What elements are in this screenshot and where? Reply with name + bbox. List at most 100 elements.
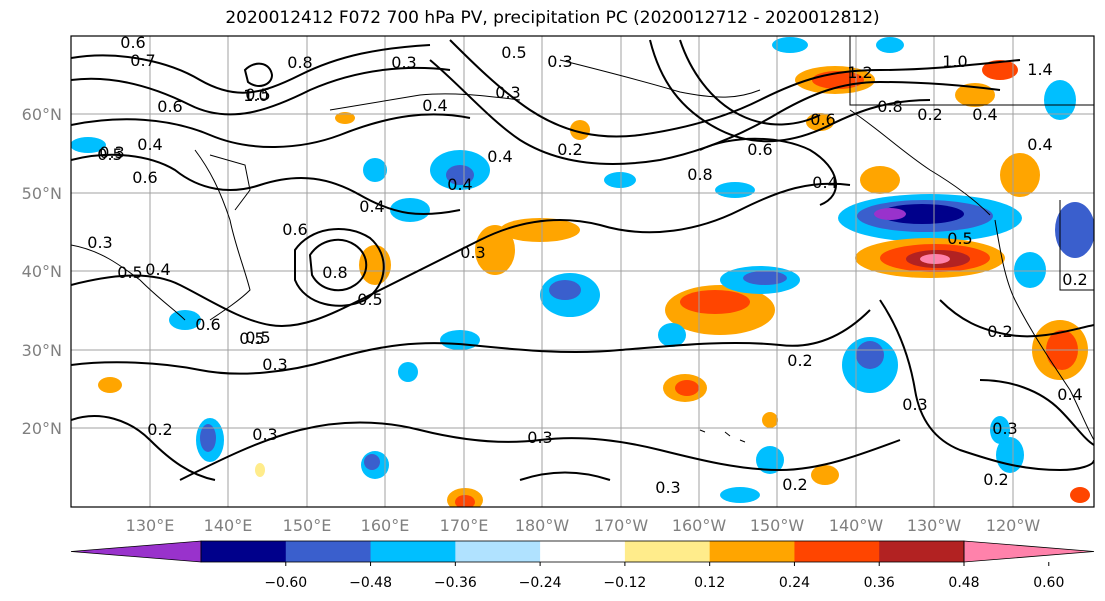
- contour-label: 0.3: [252, 425, 277, 444]
- contour-label: 0.4: [972, 105, 997, 124]
- lon-label: 120°W: [986, 516, 1041, 535]
- contour-labels: 0.60.7 0.81.00.60.50.40.60.30.50.40.30.50…: [87, 33, 1087, 497]
- contour-label: 0.2: [987, 322, 1012, 341]
- colorbar-segment: [285, 541, 372, 562]
- colorbar-tick-label: −0.24: [519, 575, 562, 591]
- colorbar-segment: [201, 541, 287, 562]
- contour-label: 0.2: [917, 105, 942, 124]
- lat-label: 40°N: [22, 262, 62, 281]
- contour-label: 1.0: [243, 86, 268, 105]
- contour-label: 0.3: [547, 52, 572, 71]
- contour-label: 0.4: [487, 147, 512, 166]
- contour-label: 0.6: [195, 315, 220, 334]
- contour-label: 0.4: [447, 175, 472, 194]
- contour-label: 0.5: [357, 290, 382, 309]
- lon-label: 140°W: [829, 516, 884, 535]
- contour-label: 0.3: [992, 419, 1017, 438]
- lon-label: 170°E: [440, 516, 489, 535]
- contour-label: 0.2: [983, 470, 1008, 489]
- contour-label: 0.6: [132, 168, 157, 187]
- contour-label: 0.4: [137, 135, 162, 154]
- map-title: 2020012412 F072 700 hPa PV, precipitatio…: [225, 8, 880, 28]
- contour-label: 0.5: [245, 85, 270, 104]
- contour-label: 0.3: [262, 355, 287, 374]
- lat-label: 60°N: [22, 105, 62, 124]
- contour-label: 0.2: [147, 420, 172, 439]
- contour-label: 0.2: [787, 351, 812, 370]
- colorbar-segment: [879, 541, 965, 562]
- colorbar-tick-label: 0.60: [1033, 575, 1064, 591]
- contour-label: 0.5: [501, 43, 526, 62]
- colorbar-tick-label: −0.60: [264, 575, 307, 591]
- contour-label: 0.6: [747, 140, 772, 159]
- longitude-labels: 130°E 140°E 150°E 160°E 170°E 180°W 170°W 160°W…: [126, 516, 1041, 535]
- pv-contours: [71, 39, 1094, 481]
- colorbar-segment: [540, 541, 626, 562]
- contour-label: 0.4: [812, 173, 837, 192]
- contour-label: 0.3: [460, 243, 485, 262]
- lat-lon-grid: [71, 36, 1094, 507]
- lon-label: 160°E: [361, 516, 410, 535]
- contour-label: 0.6: [810, 110, 835, 129]
- lat-label: 50°N: [22, 184, 62, 203]
- contour-label: 0.4: [1027, 135, 1052, 154]
- contour-label: 0.3: [87, 233, 112, 252]
- lat-label: 30°N: [22, 341, 62, 360]
- contour-label: 0.8: [877, 97, 902, 116]
- contour-label: 0.3: [655, 478, 680, 497]
- contour-label: 0.3: [527, 428, 552, 447]
- colorbar-segment: [709, 541, 795, 562]
- contour-label: 0.3: [391, 53, 416, 72]
- colorbar-tick-label: −0.48: [349, 575, 392, 591]
- colorbar-segment: [624, 541, 711, 562]
- precipitation-shading: [71, 37, 1094, 507]
- contour-label: 0.4: [145, 260, 170, 279]
- lon-label: 170°W: [594, 516, 649, 535]
- contour-label: 0.4: [1057, 385, 1082, 404]
- colorbar: −0.60 −0.48 −0.36 −0.24 −0.12 0.12 0.24 0.36 0.4…: [70, 540, 1095, 591]
- colorbar-extend-high: [963, 540, 1095, 563]
- latitude-labels: 60°N 50°N 40°N 30°N 20°N: [22, 105, 62, 438]
- contour-label: 0.8: [322, 263, 347, 282]
- contour-label: 0.3: [495, 83, 520, 102]
- colorbar-extend-low: [70, 540, 202, 563]
- lat-label: 20°N: [22, 419, 62, 438]
- lon-label: 150°W: [750, 516, 805, 535]
- colorbar-tick-label: 0.48: [948, 575, 979, 591]
- colorbar-segment: [455, 541, 541, 562]
- coastlines: [71, 36, 1094, 443]
- contour-label: 0.8: [287, 53, 312, 72]
- lon-label: 180°W: [515, 516, 570, 535]
- colorbar-tick-label: 0.12: [694, 575, 725, 591]
- colorbar-segment: [370, 541, 456, 562]
- contour-label: 1.0: [942, 52, 967, 71]
- colorbar-tick-label: −0.36: [434, 575, 477, 591]
- lon-label: 140°E: [204, 516, 253, 535]
- lon-label: 160°W: [672, 516, 727, 535]
- contour-label: 0.4: [359, 197, 384, 216]
- contour-label: 0.2: [557, 140, 582, 159]
- contour-label: 0.5: [245, 328, 270, 347]
- lon-label: 130°W: [907, 516, 962, 535]
- contour-label: 0.6: [282, 220, 307, 239]
- contour-label: 0.5: [947, 229, 972, 248]
- contour-label: 0.6: [120, 33, 145, 52]
- contour-label: 0.5: [117, 263, 142, 282]
- contour-label: 0.8: [687, 165, 712, 184]
- colorbar-tick-label: 0.36: [864, 575, 895, 591]
- contour-label: 0.4: [422, 96, 447, 115]
- contour-label: 1.2: [847, 63, 872, 82]
- contour-label: 0.5: [239, 329, 264, 348]
- colorbar-segment: [794, 541, 880, 562]
- lon-label: 150°E: [283, 516, 332, 535]
- contour-label: 1.4: [1027, 60, 1052, 79]
- lon-label: 130°E: [126, 516, 175, 535]
- contour-label: 0.3: [902, 395, 927, 414]
- contour-label: 0.2: [1062, 270, 1087, 289]
- colorbar-tick-label: −0.12: [603, 575, 646, 591]
- map-panel: 0.60.7 0.81.00.60.50.40.60.30.50.40.30.50…: [71, 33, 1094, 507]
- contour-label: 0.2: [782, 475, 807, 494]
- contour-label: 0.5: [97, 145, 122, 164]
- map-frame: [70, 35, 1095, 508]
